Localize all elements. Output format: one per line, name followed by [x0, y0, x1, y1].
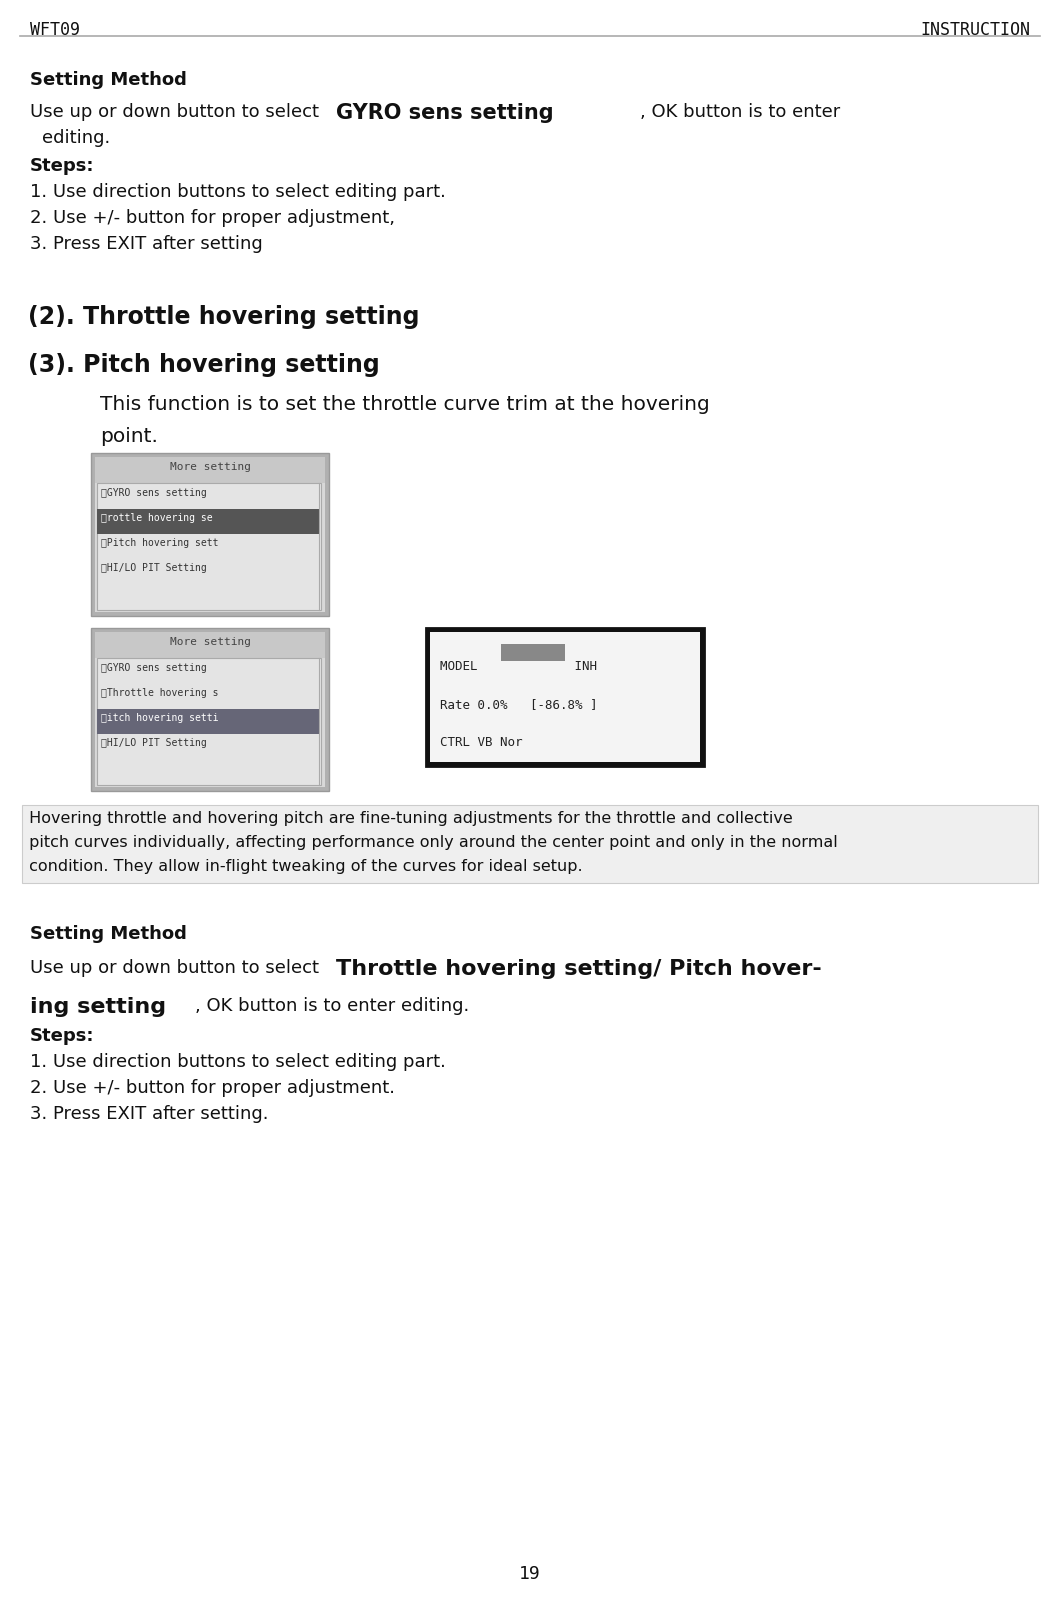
Text: ①GYRO sens setting: ①GYRO sens setting — [101, 488, 207, 498]
Text: More setting: More setting — [170, 636, 250, 648]
Text: 1. Use direction buttons to select editing part.: 1. Use direction buttons to select editi… — [30, 184, 446, 201]
Text: WFT09: WFT09 — [30, 21, 80, 39]
Text: This function is to set the throttle curve trim at the hovering: This function is to set the throttle cur… — [100, 395, 710, 414]
Bar — [95, 632, 325, 657]
Text: Setting Method: Setting Method — [30, 71, 187, 89]
Text: 1. Use direction buttons to select editing part.: 1. Use direction buttons to select editi… — [30, 1054, 446, 1071]
Bar — [426, 628, 704, 765]
Bar — [501, 644, 565, 661]
Text: ②Throttle hovering s: ②Throttle hovering s — [101, 688, 218, 698]
Text: pitch curves individually, affecting performance only around the center point an: pitch curves individually, affecting per… — [24, 834, 837, 851]
Text: More setting: More setting — [170, 462, 250, 472]
Text: MODEL: MODEL — [440, 661, 485, 673]
Text: Setting Method: Setting Method — [30, 925, 187, 942]
Bar — [98, 509, 319, 533]
Text: (3). Pitch hovering setting: (3). Pitch hovering setting — [28, 353, 379, 377]
Text: ④HI/LO PIT Setting: ④HI/LO PIT Setting — [101, 562, 207, 574]
Text: (2). Throttle hovering setting: (2). Throttle hovering setting — [28, 304, 420, 329]
Text: , OK button is to enter: , OK button is to enter — [640, 103, 841, 121]
Text: NORMAL: NORMAL — [504, 661, 548, 673]
Text: GYRO sens setting: GYRO sens setting — [336, 103, 553, 122]
Text: ①GYRO sens setting: ①GYRO sens setting — [101, 664, 207, 673]
Text: Steps:: Steps: — [30, 156, 94, 176]
Bar — [98, 657, 321, 785]
Bar — [91, 628, 329, 791]
Text: ③Pitch hovering sett: ③Pitch hovering sett — [101, 538, 218, 548]
Text: condition. They allow in-flight tweaking of the curves for ideal setup.: condition. They allow in-flight tweaking… — [24, 859, 583, 875]
Text: Steps:: Steps: — [30, 1026, 94, 1046]
Bar — [95, 458, 325, 483]
Text: editing.: editing. — [42, 129, 110, 147]
Text: 19: 19 — [519, 1564, 541, 1584]
Text: ②rottle hovering se: ②rottle hovering se — [101, 512, 213, 524]
Text: Use up or down button to select: Use up or down button to select — [30, 103, 324, 121]
Text: CTRL VB Nor: CTRL VB Nor — [440, 736, 523, 749]
Text: 2. Use +/- button for proper adjustment.: 2. Use +/- button for proper adjustment. — [30, 1079, 395, 1097]
Text: 2. Use +/- button for proper adjustment,: 2. Use +/- button for proper adjustment, — [30, 209, 395, 227]
Text: ④HI/LO PIT Setting: ④HI/LO PIT Setting — [101, 738, 207, 748]
Text: 3. Press EXIT after setting: 3. Press EXIT after setting — [30, 235, 263, 253]
Text: ③itch hovering setti: ③itch hovering setti — [101, 714, 218, 723]
Bar — [95, 458, 325, 612]
Text: Throttle hovering setting/ Pitch hover-: Throttle hovering setting/ Pitch hover- — [336, 959, 822, 979]
Text: Rate 0.0%   [-86.8% ]: Rate 0.0% [-86.8% ] — [440, 698, 598, 710]
Bar — [98, 709, 319, 735]
Text: 3. Press EXIT after setting.: 3. Press EXIT after setting. — [30, 1105, 268, 1123]
Bar — [91, 453, 329, 615]
Text: INH: INH — [567, 661, 597, 673]
Bar — [95, 632, 325, 788]
Text: Hovering throttle and hovering pitch are fine-tuning adjustments for the throttl: Hovering throttle and hovering pitch are… — [24, 810, 793, 826]
Bar — [22, 806, 1038, 883]
Text: point.: point. — [100, 427, 158, 446]
Text: INSTRUCTION: INSTRUCTION — [920, 21, 1030, 39]
Text: , OK button is to enter editing.: , OK button is to enter editing. — [195, 997, 470, 1015]
Text: ing setting: ing setting — [30, 997, 166, 1017]
Bar — [430, 632, 700, 762]
Bar — [98, 483, 321, 611]
Text: Use up or down button to select: Use up or down button to select — [30, 959, 324, 976]
